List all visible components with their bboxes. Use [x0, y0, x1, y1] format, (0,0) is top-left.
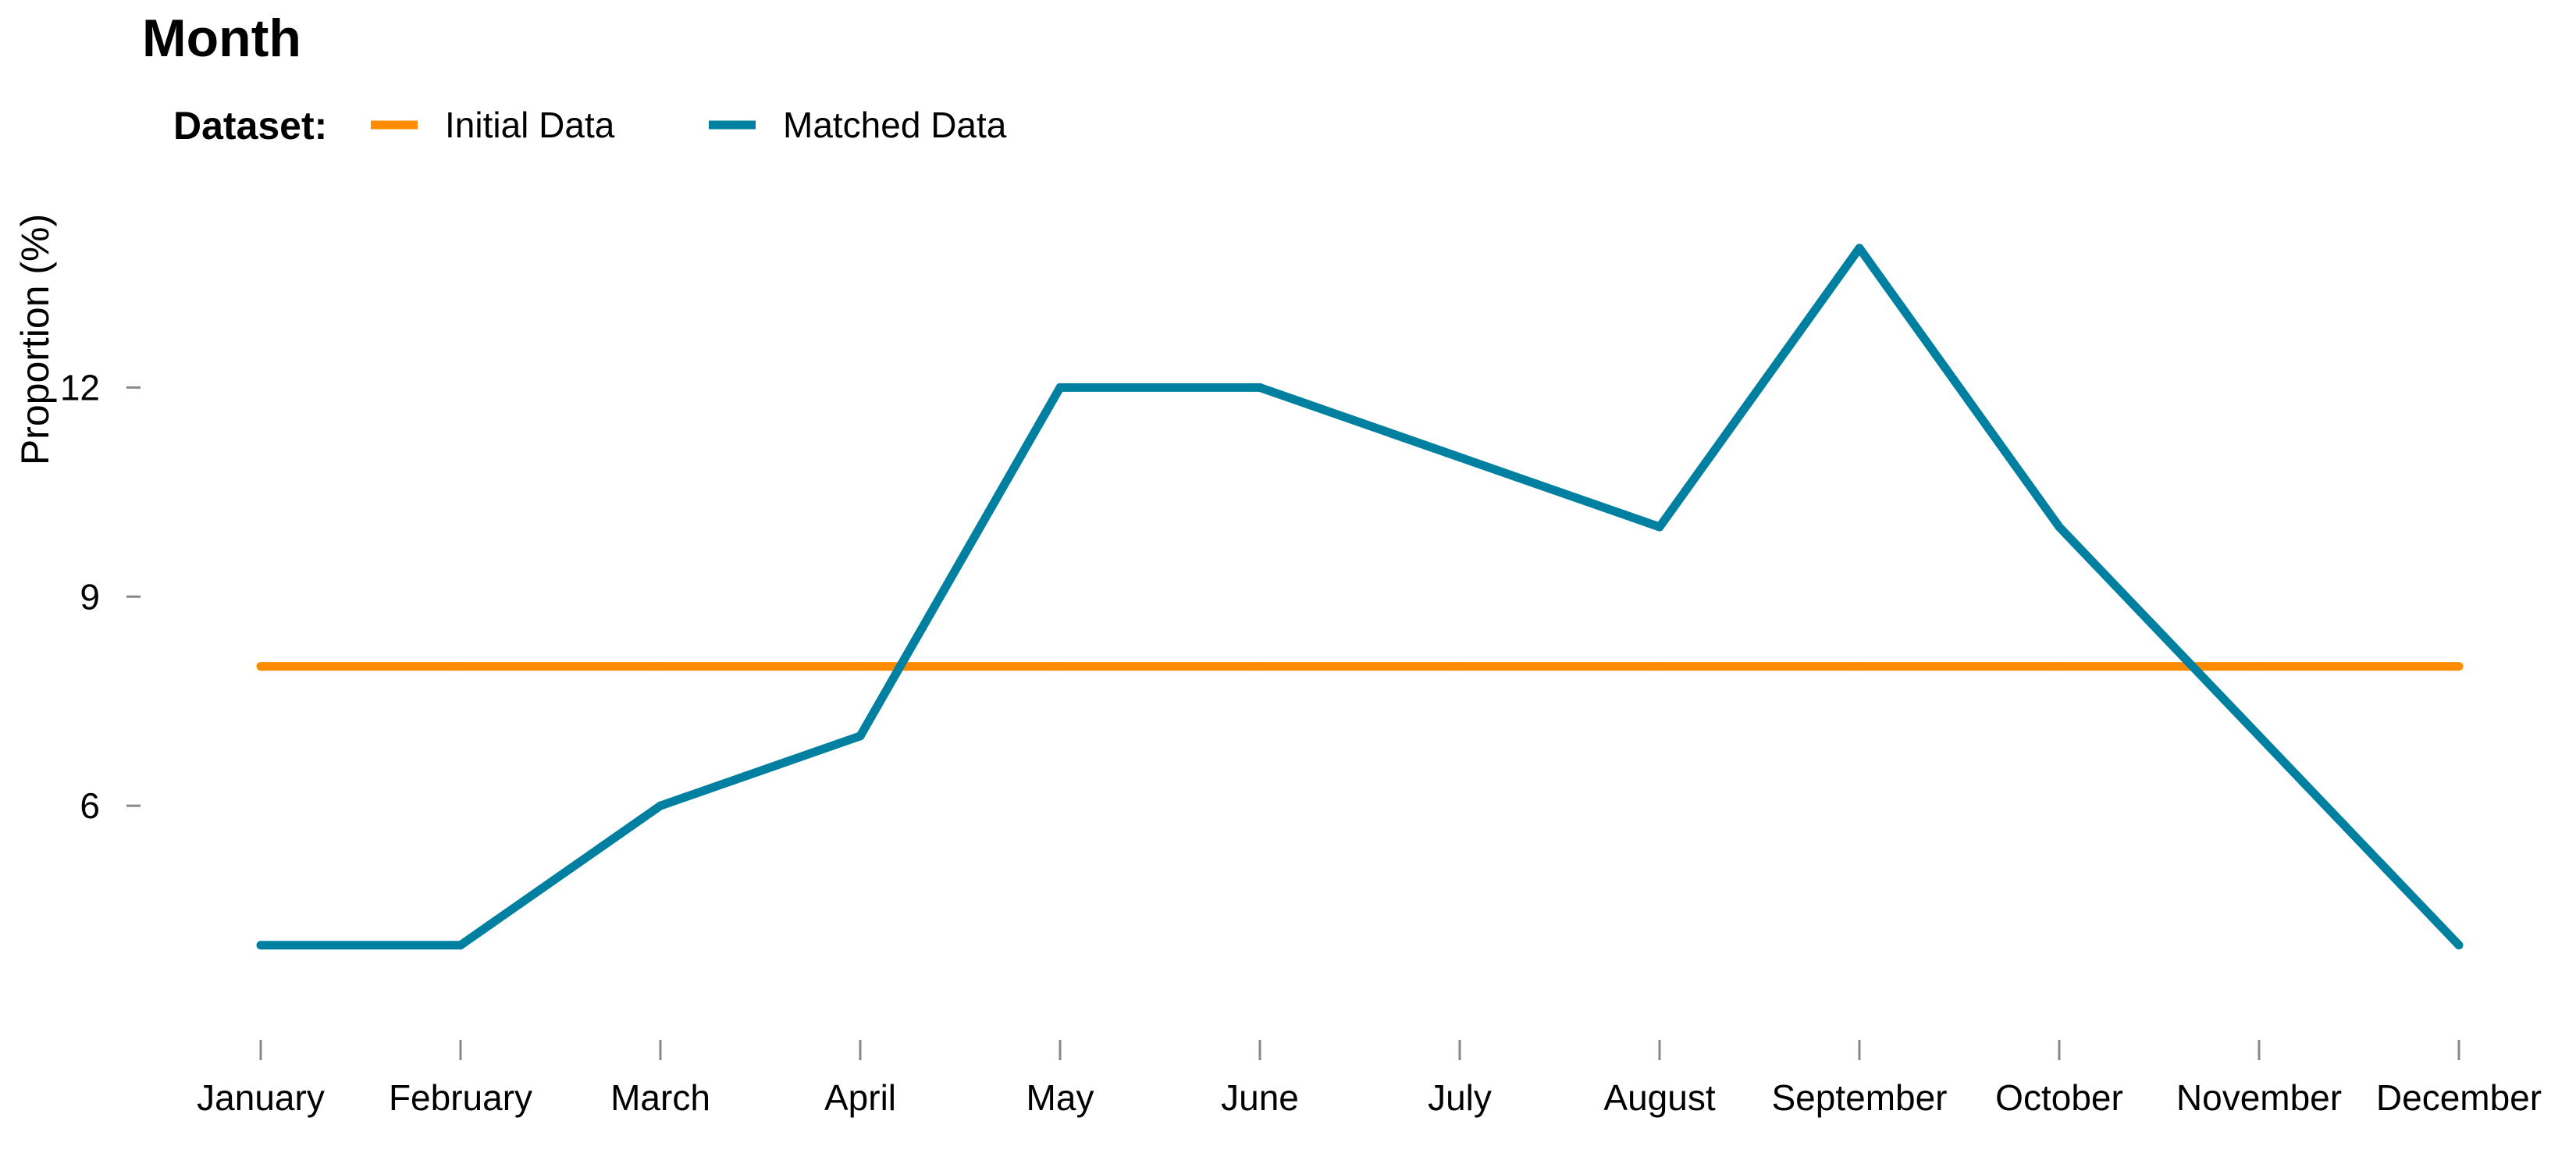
y-tick-label: 9 — [80, 576, 100, 617]
data-point-matched-data — [2454, 941, 2464, 950]
legend-label: Initial Data — [445, 105, 615, 145]
data-point-matched-data — [1055, 383, 1065, 392]
x-tick-label: August — [1603, 1077, 1715, 1118]
data-point-matched-data — [656, 801, 665, 810]
data-point-initial-data — [1855, 662, 1864, 671]
y-axis: 6 9 12 — [60, 367, 141, 826]
data-point-initial-data — [2254, 662, 2264, 671]
data-point-matched-data — [1455, 453, 1464, 462]
x-axis: January February March April May June July Augu… — [197, 1040, 2542, 1118]
x-tick-label: January — [197, 1077, 325, 1118]
legend-label: Matched Data — [783, 105, 1007, 145]
y-axis-title: Proportion (%) — [13, 214, 57, 465]
data-point-matched-data — [1855, 244, 1864, 253]
data-point-matched-data — [1255, 383, 1265, 392]
x-tick-label: May — [1026, 1077, 1094, 1118]
data-point-matched-data — [2254, 731, 2264, 741]
data-point-initial-data — [1255, 662, 1265, 671]
data-point-matched-data — [1655, 522, 1664, 532]
x-tick-label: October — [1995, 1077, 2123, 1118]
y-tick-label: 6 — [80, 785, 100, 826]
x-tick-label: December — [2376, 1077, 2542, 1118]
data-point-matched-data — [2055, 522, 2064, 532]
chart-title: Month — [142, 9, 301, 68]
x-tick-label: April — [824, 1077, 896, 1118]
data-point-initial-data — [1655, 662, 1664, 671]
x-tick-label: June — [1221, 1077, 1299, 1118]
data-point-initial-data — [856, 662, 865, 671]
x-tick-label: September — [1771, 1077, 1947, 1118]
data-point-initial-data — [1055, 662, 1065, 671]
data-point-initial-data — [1455, 662, 1464, 671]
data-point-matched-data — [256, 941, 265, 950]
data-point-initial-data — [256, 662, 265, 671]
y-tick-label: 12 — [60, 367, 100, 408]
series-line-matched-data — [261, 244, 2462, 950]
x-tick-label: March — [610, 1077, 710, 1118]
data-point-matched-data — [456, 941, 465, 950]
x-tick-label: February — [389, 1077, 532, 1118]
data-point-initial-data — [656, 662, 665, 671]
plot-area — [256, 244, 2464, 950]
data-point-matched-data — [856, 731, 865, 741]
data-point-initial-data — [2055, 662, 2064, 671]
x-tick-label: November — [2176, 1077, 2342, 1118]
legend: Dataset: Initial Data Matched Data — [173, 104, 1007, 148]
x-tick-label: July — [1428, 1077, 1492, 1118]
data-point-initial-data — [456, 662, 465, 671]
legend-title: Dataset: — [173, 104, 327, 148]
legend-items: Initial Data Matched Data — [371, 105, 1007, 145]
data-point-initial-data — [2454, 662, 2464, 671]
